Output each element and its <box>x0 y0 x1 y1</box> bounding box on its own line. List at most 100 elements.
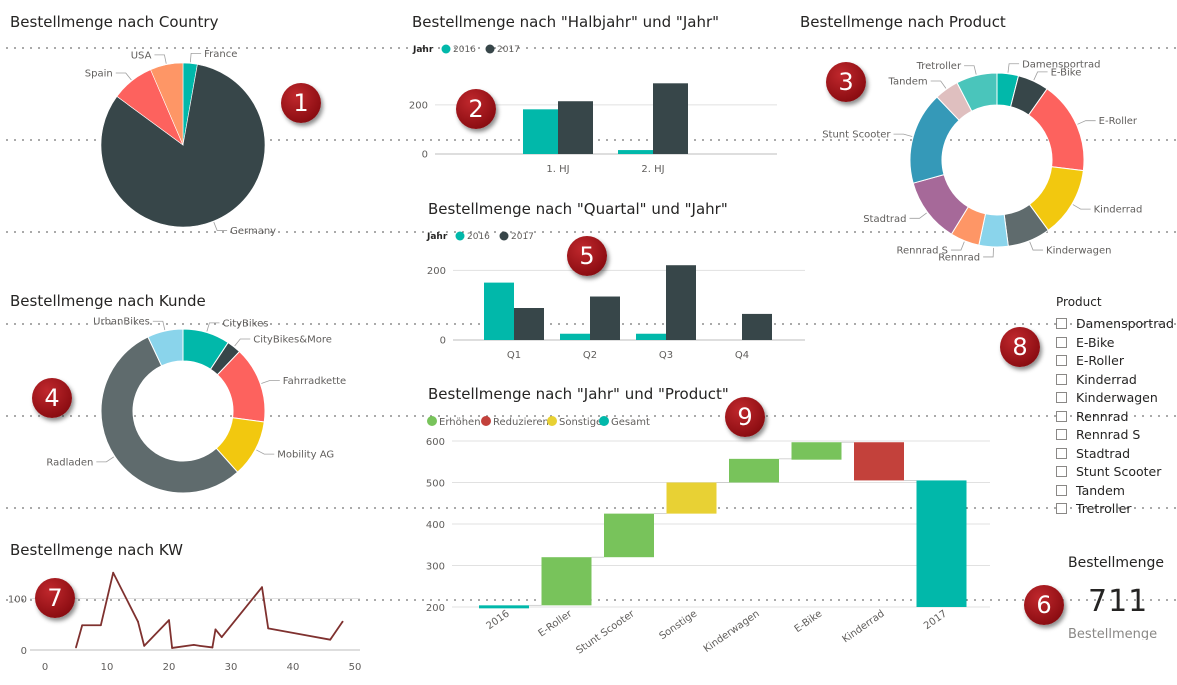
checkbox[interactable] <box>1056 318 1067 329</box>
y-tick-label: 500 <box>426 479 445 490</box>
slice-urbanbikes <box>147 328 184 367</box>
kw-line-chart[interactable]: 0 100 0 10 20 30 40 50 <box>0 560 370 685</box>
x-tick-label: Q1 <box>507 350 521 361</box>
slice-label: UrbanBikes <box>93 317 150 328</box>
checkbox[interactable] <box>1056 410 1067 422</box>
halbjahr-bar-chart[interactable]: Jahr 2016 2017 0 200 1. HJ 2. HJ <box>405 35 785 185</box>
kw-point <box>81 624 84 627</box>
leader-line <box>96 456 115 463</box>
slicer-item-kinderrad[interactable]: Kinderrad <box>1056 372 1137 387</box>
checkbox[interactable] <box>1056 392 1067 403</box>
y-tick-label: 200 <box>409 100 428 111</box>
slice-label: Tretroller <box>916 61 962 72</box>
bar-2016-2hj <box>618 150 653 154</box>
x-tick-label: Q4 <box>735 350 749 361</box>
waterfall-chart-title: Bestellmenge nach "Jahr" und "Product" <box>428 385 729 403</box>
slicer-item-damensportrad[interactable]: Damensportrad <box>1056 316 1174 331</box>
checkbox[interactable] <box>1056 373 1067 385</box>
leader-line <box>1033 71 1048 81</box>
number-badge-6: 6 <box>1024 585 1064 625</box>
slice-label: E-Roller <box>1099 116 1138 127</box>
slice-label: Tandem <box>888 77 928 88</box>
x-tick-label: Q2 <box>583 350 597 361</box>
checkbox[interactable] <box>1056 429 1067 440</box>
bar-2017-2hj <box>653 83 688 154</box>
kw-point <box>261 586 263 589</box>
legend-marker <box>599 416 609 426</box>
bar-2017-q2 <box>590 296 620 340</box>
leader-line <box>261 380 280 384</box>
x-tick-label: Stunt Scooter <box>574 608 637 657</box>
legend-marker <box>481 416 491 426</box>
number-badge-7: 7 <box>35 578 75 618</box>
legend-label: 2016 <box>467 232 490 242</box>
slicer-item-e-bike[interactable]: E-Bike <box>1056 335 1115 350</box>
x-tick-label: 10 <box>101 662 114 673</box>
quartal-bar-chart[interactable]: Jahr 2016 2017 0 200 Q1 Q2 Q3 Q4 <box>405 222 805 372</box>
kunde-donut-chart[interactable]: CityBikes CityBikes&More Fahrradkette Mobil… <box>0 315 400 520</box>
slicer-item-label: Stunt Scooter <box>1076 464 1162 479</box>
x-tick-label: 20 <box>163 662 176 673</box>
product-slicer: Product Damensportrad E-Bike E-Roller Kinde… <box>1056 294 1177 524</box>
checkbox[interactable] <box>1056 484 1067 496</box>
bar-2016-q1 <box>484 282 514 340</box>
checkbox[interactable] <box>1056 447 1067 459</box>
slicer-item-tretroller[interactable]: Tretroller <box>1056 501 1132 516</box>
leader-line <box>909 212 927 219</box>
leader-line <box>1072 204 1091 210</box>
country-chart-title: Bestellmenge nach Country <box>10 13 219 31</box>
slicer-item-e-roller[interactable]: E-Roller <box>1056 353 1124 368</box>
waterfall-bar-e-roller <box>541 557 592 606</box>
leader-line <box>964 65 977 75</box>
x-tick-label: Q3 <box>659 350 673 361</box>
kw-point <box>267 627 270 630</box>
card-label: Bestellmenge <box>1068 627 1158 640</box>
slice-label: Mobility AG <box>277 450 334 461</box>
slicer-item-label: E-Roller <box>1076 353 1124 368</box>
slicer-item-stunt-scooter[interactable]: Stunt Scooter <box>1056 464 1161 479</box>
bar-2017-1hj <box>558 101 593 154</box>
checkbox[interactable] <box>1056 503 1067 514</box>
waterfall-bar-kinderwagen <box>729 458 779 483</box>
slice-label: Rennrad S <box>897 246 948 257</box>
kw-point <box>211 646 214 649</box>
card-title: Bestellmenge <box>1068 555 1165 571</box>
slicer-item-label: Damensportrad <box>1076 316 1174 331</box>
slice-label: Stadtrad <box>863 214 906 225</box>
slicer-item-label: E-Bike <box>1076 334 1115 350</box>
legend-label: Sonstige <box>559 417 602 428</box>
x-tick-label: 1. HJ <box>546 164 569 175</box>
slicer-item-tandem[interactable]: Tandem <box>1056 483 1125 498</box>
halbjahr-chart-title: Bestellmenge nach "Halbjahr" und "Jahr" <box>412 13 720 31</box>
country-pie-chart[interactable]: France Germany Spain USA <box>0 35 400 265</box>
leader-line <box>154 54 167 64</box>
checkbox[interactable] <box>1056 466 1067 477</box>
slice-label: Rennrad <box>938 252 980 263</box>
legend-label: Reduzieren <box>493 417 549 428</box>
leader-line <box>950 241 965 251</box>
slicer-item-stadtrad[interactable]: Stadtrad <box>1056 446 1130 461</box>
checkbox[interactable] <box>1056 355 1067 366</box>
x-tick-label: 2. HJ <box>641 164 664 175</box>
waterfall-bar-2017 <box>916 480 967 607</box>
slicer-item-rennrad-s[interactable]: Rennrad S <box>1056 427 1140 442</box>
slicer-item-rennrad[interactable]: Rennrad <box>1056 409 1128 424</box>
kw-series-line <box>75 571 344 649</box>
waterfall-chart[interactable]: Erhöhen Reduzieren Sonstige Gesamt 200 300 400… <box>405 405 1005 685</box>
legend-marker <box>499 231 509 241</box>
checkbox[interactable] <box>1056 336 1067 348</box>
number-badge-3: 3 <box>826 62 866 102</box>
slice-label: Kinderrad <box>1094 205 1143 216</box>
kw-point <box>137 620 139 623</box>
x-tick-label: 2017 <box>922 608 949 632</box>
leader-line <box>1029 241 1044 251</box>
legend-label: Erhöhen <box>439 417 481 428</box>
slicer-item-kinderwagen[interactable]: Kinderwagen <box>1056 390 1158 405</box>
slice-label: Fahrradkette <box>283 376 346 387</box>
slice-label: Spain <box>85 68 113 79</box>
product-chart-title: Bestellmenge nach Product <box>800 13 1006 31</box>
leader-line <box>1077 120 1096 125</box>
leader-line <box>983 247 994 258</box>
kw-point <box>214 628 217 631</box>
